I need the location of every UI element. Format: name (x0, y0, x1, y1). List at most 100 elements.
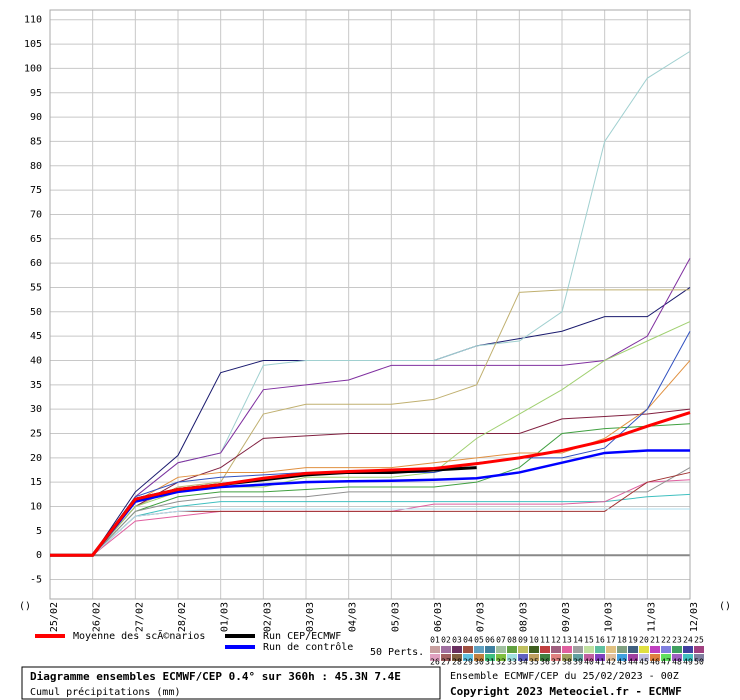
series-line (50, 508, 690, 556)
plot-area (50, 10, 690, 599)
run-info: Ensemble ECMWF/CEP du 25/02/2023 - 00Z (450, 671, 679, 682)
member-swatch (441, 654, 451, 661)
x-tick-label: 12/03 (689, 602, 700, 632)
x-tick-label: 04/03 (348, 602, 359, 632)
member-label: 44 (628, 658, 638, 667)
series-line (50, 467, 691, 556)
member-swatch (529, 646, 539, 653)
y-unit-right: () (719, 601, 731, 612)
x-tick-label: 27/02 (134, 602, 145, 632)
member-swatch (617, 654, 627, 661)
y-tick-label: 45 (30, 331, 42, 342)
member-swatch (562, 646, 572, 653)
member-label: 49 (683, 658, 693, 667)
member-swatch (463, 646, 473, 653)
member-label: 11 (540, 636, 550, 645)
x-tick-label: 26/02 (92, 602, 103, 632)
member-label: 45 (639, 658, 649, 667)
y-tick-label: 50 (30, 307, 42, 318)
y-tick-label: 75 (30, 185, 42, 196)
member-label: 06 (485, 636, 495, 645)
member-label: 01 (430, 636, 440, 645)
member-label: 26 (430, 658, 440, 667)
member-label: 14 (573, 636, 583, 645)
member-label: 43 (617, 658, 627, 667)
member-label: 38 (562, 658, 572, 667)
member-label: 03 (452, 636, 462, 645)
member-swatch (463, 654, 473, 661)
member-swatch (595, 654, 605, 661)
y-tick-label: 25 (30, 428, 42, 439)
member-label: 30 (474, 658, 484, 667)
member-label: 04 (463, 636, 473, 645)
y-tick-label: 55 (30, 282, 42, 293)
member-label: 05 (474, 636, 484, 645)
member-label: 08 (507, 636, 517, 645)
member-label: 20 (639, 636, 649, 645)
member-swatch (683, 646, 693, 653)
member-label: 16 (595, 636, 605, 645)
member-label: 09 (518, 636, 528, 645)
y-tick-label: 35 (30, 380, 42, 391)
x-tick-label: 08/03 (518, 602, 529, 632)
member-swatch (683, 654, 693, 661)
member-label: 22 (661, 636, 671, 645)
member-label: 10 (529, 636, 539, 645)
y-tick-label: 70 (30, 209, 42, 220)
member-label: 41 (595, 658, 605, 667)
member-swatch (562, 654, 572, 661)
member-swatch (540, 646, 550, 653)
member-swatch (639, 654, 649, 661)
member-label: 21 (650, 636, 660, 645)
member-label: 33 (507, 658, 517, 667)
member-swatch (518, 646, 528, 653)
member-swatch (452, 646, 462, 653)
member-swatch (430, 654, 440, 661)
member-swatch (485, 646, 495, 653)
members-label: 50 Perts. (370, 647, 424, 658)
member-label: 23 (672, 636, 682, 645)
member-swatch (540, 654, 550, 661)
x-tick-label: 09/03 (561, 602, 572, 632)
member-label: 15 (584, 636, 594, 645)
x-tick-label: 10/03 (604, 602, 615, 632)
y-tick-label: 65 (30, 234, 42, 245)
member-swatch (441, 646, 451, 653)
member-swatch (584, 646, 594, 653)
member-swatch (584, 654, 594, 661)
y-tick-label: 20 (30, 453, 42, 464)
y-tick-label: 40 (30, 355, 42, 366)
y-tick-label: 15 (30, 477, 42, 488)
y-tick-label: 110 (24, 15, 42, 26)
member-swatch (485, 654, 495, 661)
x-tick-label: 07/03 (476, 602, 487, 632)
member-label: 48 (672, 658, 682, 667)
member-label: 02 (441, 636, 451, 645)
member-label: 07 (496, 636, 506, 645)
x-tick-label: 03/03 (305, 602, 316, 632)
member-label: 35 (529, 658, 539, 667)
x-tick-label: 06/03 (433, 602, 444, 632)
member-swatch (661, 654, 671, 661)
member-swatch (430, 646, 440, 653)
member-label: 29 (463, 658, 473, 667)
y-tick-label: 80 (30, 161, 42, 172)
chart-title: Diagramme ensembles ECMWF/CEP 0.4° sur 3… (30, 670, 401, 683)
member-swatch (529, 654, 539, 661)
member-swatch (694, 646, 704, 653)
member-label: 19 (628, 636, 638, 645)
member-swatch (694, 654, 704, 661)
series-line (50, 493, 691, 556)
series-line (50, 449, 690, 557)
member-swatch (474, 646, 484, 653)
member-label: 37 (551, 658, 561, 667)
plot-border (49, 9, 691, 600)
y-tick-label: 10 (30, 502, 42, 513)
x-tick-label: 01/03 (220, 602, 231, 632)
x-tick-label: 02/03 (262, 602, 273, 632)
member-swatch (639, 646, 649, 653)
member-swatch (628, 646, 638, 653)
y-tick-label: 0 (36, 550, 42, 561)
member-label: 32 (496, 658, 506, 667)
